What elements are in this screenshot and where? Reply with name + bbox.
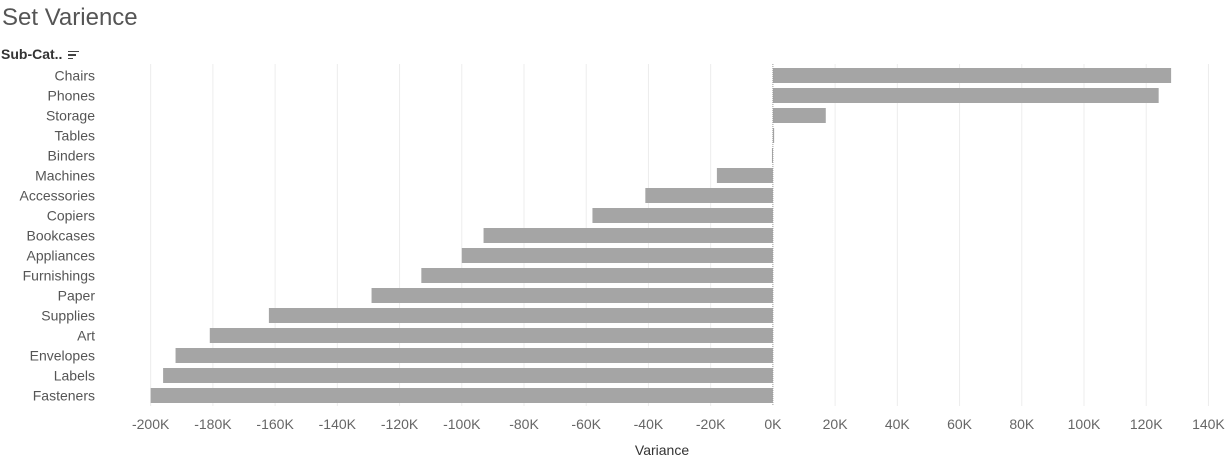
x-tick-label: -100K bbox=[443, 416, 481, 432]
category-label-chairs: Chairs bbox=[55, 68, 95, 84]
category-label-machines: Machines bbox=[35, 168, 95, 184]
x-tick-label: 20K bbox=[823, 416, 849, 432]
category-label-storage: Storage bbox=[46, 108, 95, 124]
x-tick-label: 80K bbox=[1009, 416, 1035, 432]
category-label-supplies: Supplies bbox=[41, 308, 95, 324]
category-label-furnishings: Furnishings bbox=[23, 268, 95, 284]
category-label-appliances: Appliances bbox=[27, 248, 96, 264]
x-tick-label: -20K bbox=[696, 416, 726, 432]
x-tick-label: -80K bbox=[509, 416, 539, 432]
category-label-bookcases: Bookcases bbox=[27, 228, 95, 244]
category-label-fasteners: Fasteners bbox=[33, 388, 95, 404]
category-label-labels: Labels bbox=[54, 368, 95, 384]
x-tick-label: -120K bbox=[381, 416, 419, 432]
x-tick-label: 100K bbox=[1068, 416, 1101, 432]
category-labels: Chairs Phones Storage Tables Binders Machines… bbox=[20, 68, 96, 404]
x-tick-label: 140K bbox=[1192, 416, 1225, 432]
x-tick-label: 40K bbox=[885, 416, 911, 432]
bar-chairs[interactable] bbox=[772, 68, 1172, 83]
category-label-phones: Phones bbox=[48, 88, 95, 104]
x-tick-label: -180K bbox=[194, 416, 232, 432]
sort-descending-icon[interactable] bbox=[68, 50, 80, 60]
row-header-label: Sub-Cat.. bbox=[1, 46, 63, 62]
bar-accessories[interactable] bbox=[645, 188, 773, 203]
x-tick-label: -60K bbox=[571, 416, 601, 432]
x-axis-ticks: -200K -180K -160K -140K -120K -100K -80K -60K -4… bbox=[132, 416, 1225, 432]
x-tick-label: -160K bbox=[256, 416, 294, 432]
x-tick-label: -140K bbox=[319, 416, 357, 432]
x-tick-label: 120K bbox=[1130, 416, 1163, 432]
chart-title: Set Varience bbox=[2, 4, 138, 31]
row-header-sub-category[interactable]: Sub-Cat.. bbox=[1, 46, 80, 62]
bar-supplies[interactable] bbox=[268, 308, 773, 323]
x-axis-title: Variance bbox=[635, 442, 689, 458]
bar-copiers[interactable] bbox=[592, 208, 773, 223]
category-label-tables: Tables bbox=[55, 128, 95, 144]
category-label-accessories: Accessories bbox=[20, 188, 95, 204]
category-label-art: Art bbox=[77, 328, 95, 344]
bar-machines[interactable] bbox=[716, 168, 773, 183]
bar-storage[interactable] bbox=[772, 108, 826, 123]
category-label-paper: Paper bbox=[58, 288, 96, 304]
bar-fasteners[interactable] bbox=[150, 388, 773, 403]
x-tick-label: -40K bbox=[634, 416, 664, 432]
category-label-binders: Binders bbox=[48, 148, 95, 164]
bar-paper[interactable] bbox=[371, 288, 773, 303]
bar-envelopes[interactable] bbox=[175, 348, 773, 363]
bar-labels[interactable] bbox=[163, 368, 773, 383]
bar-tables[interactable] bbox=[772, 128, 775, 143]
bar-appliances[interactable] bbox=[461, 248, 773, 263]
bar-binders[interactable] bbox=[771, 148, 773, 163]
category-label-envelopes: Envelopes bbox=[30, 348, 95, 364]
bar-art[interactable] bbox=[209, 328, 773, 343]
x-tick-label: -200K bbox=[132, 416, 170, 432]
x-tick-label: 60K bbox=[947, 416, 973, 432]
bars bbox=[150, 68, 1172, 403]
bar-phones[interactable] bbox=[772, 88, 1159, 103]
bar-bookcases[interactable] bbox=[483, 228, 773, 243]
x-tick-label: 0K bbox=[764, 416, 782, 432]
category-label-copiers: Copiers bbox=[47, 208, 95, 224]
bar-furnishings[interactable] bbox=[421, 268, 773, 283]
